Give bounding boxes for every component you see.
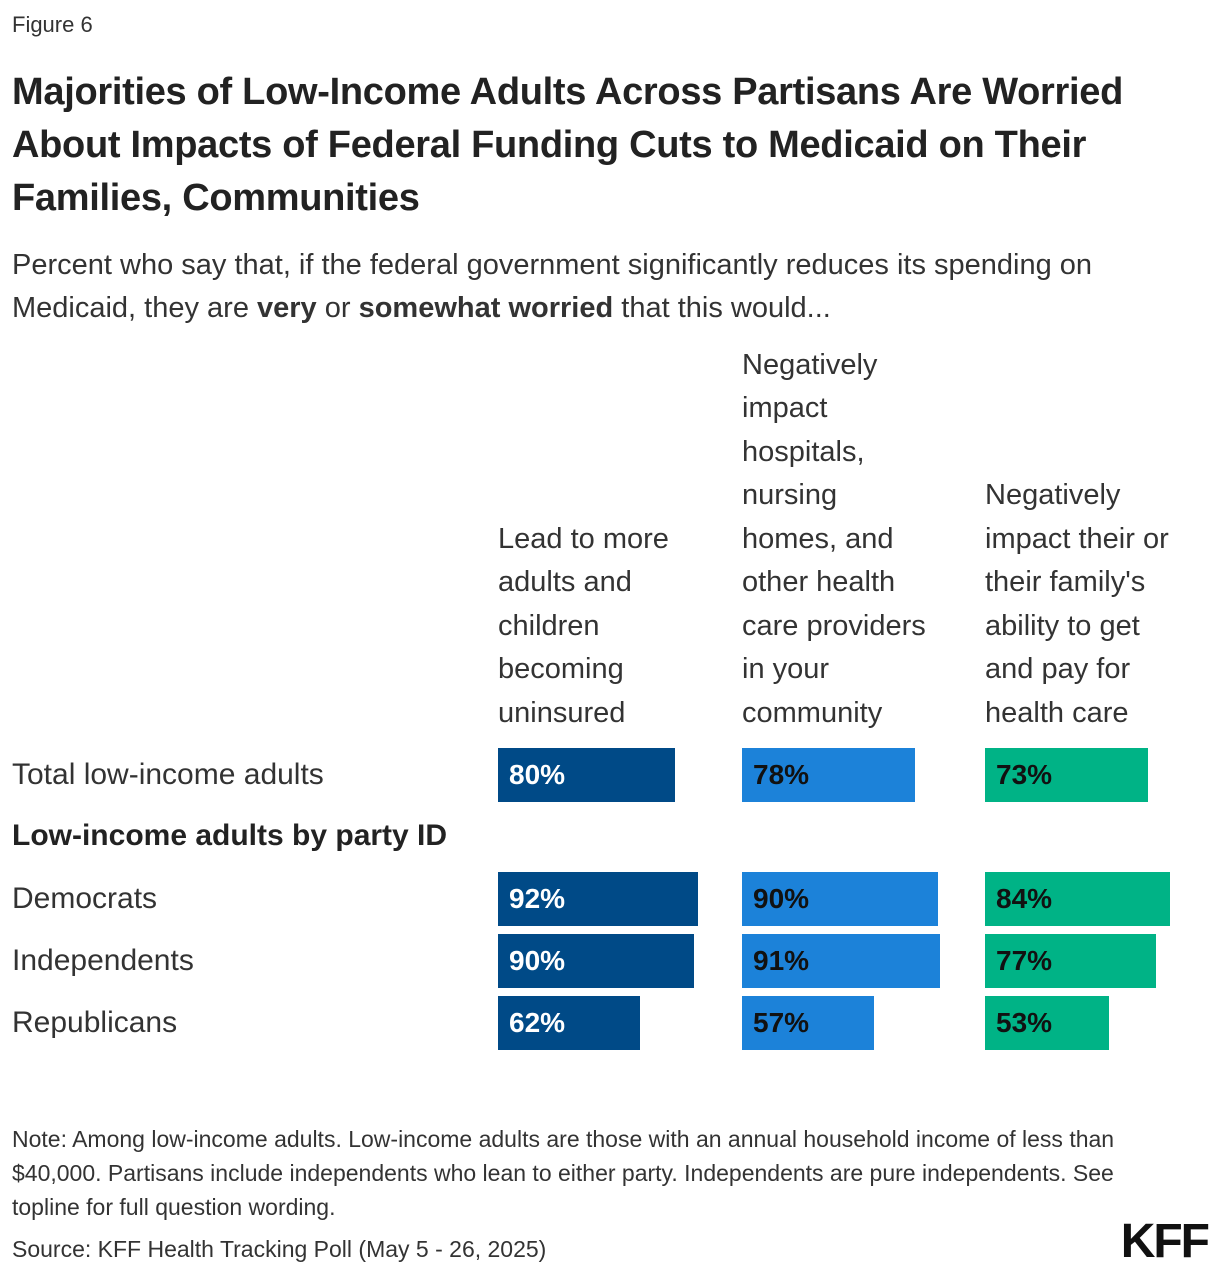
chart-title: Majorities of Low-Income Adults Across P… bbox=[12, 71, 1123, 219]
bar-value-label: 57% bbox=[753, 1007, 810, 1038]
row-label-independents: Independents bbox=[12, 944, 194, 977]
column-header-2: Negatively impact hospitals, nursing hom… bbox=[742, 348, 926, 729]
bar-series3-row2: 84% bbox=[985, 872, 1170, 926]
bar-value-label: 84% bbox=[996, 883, 1053, 914]
figure-label: Figure 6 bbox=[12, 12, 93, 37]
row-label-republicans: Republicans bbox=[12, 1006, 178, 1039]
bar-series2-row4: 57% bbox=[742, 996, 874, 1050]
bar-series2-row2: 90% bbox=[742, 872, 938, 926]
bar-series1-row3: 90% bbox=[498, 934, 694, 988]
bar-value-label: 91% bbox=[753, 945, 810, 976]
chart-note: Note: Among low-income adults. Low-incom… bbox=[12, 1126, 1115, 1220]
bar-series2-row3: 91% bbox=[742, 934, 940, 988]
bar-series1-row4: 62% bbox=[498, 996, 640, 1050]
chart-subtitle: Percent who say that, if the federal gov… bbox=[12, 244, 1172, 330]
bar-series3-row1: 73% bbox=[985, 748, 1148, 802]
bar-value-label: 92% bbox=[509, 883, 566, 914]
chart-source: Source: KFF Health Tracking Poll (May 5 … bbox=[12, 1236, 547, 1262]
column-header-1: Lead to more adults and children becomin… bbox=[498, 522, 669, 729]
bar-value-label: 77% bbox=[996, 945, 1053, 976]
bar-series2-row1: 78% bbox=[742, 748, 915, 802]
bar-value-label: 78% bbox=[753, 759, 810, 790]
bar-value-label: 73% bbox=[996, 759, 1053, 790]
subtitle-bold-2: somewhat worried bbox=[358, 292, 614, 324]
subtitle-text-3: that this would... bbox=[613, 292, 831, 324]
row-label-total-low-income-adults: Total low-income adults bbox=[12, 758, 324, 791]
bar-series1-row2: 92% bbox=[498, 872, 698, 926]
bar-series3-row4: 53% bbox=[985, 996, 1109, 1050]
kff-logo: KFF bbox=[1120, 1215, 1210, 1268]
bar-value-label: 80% bbox=[509, 759, 566, 790]
subtitle-bold-1: very bbox=[257, 292, 317, 324]
subtitle-text-2: or bbox=[316, 292, 359, 324]
row-label-democrats: Democrats bbox=[12, 882, 158, 915]
bar-value-label: 90% bbox=[753, 883, 810, 914]
bar-value-label: 53% bbox=[996, 1007, 1053, 1038]
bar-value-label: 62% bbox=[509, 1007, 566, 1038]
group-label-party-id: Low-income adults by party ID bbox=[12, 819, 448, 852]
bar-series3-row3: 77% bbox=[985, 934, 1156, 988]
bar-series1-row1: 80% bbox=[498, 748, 675, 802]
bar-value-label: 90% bbox=[509, 945, 566, 976]
subtitle-text-1: Percent who say that, if the federal gov… bbox=[12, 249, 1093, 324]
column-header-3: Negatively impact their or their family'… bbox=[985, 479, 1169, 729]
